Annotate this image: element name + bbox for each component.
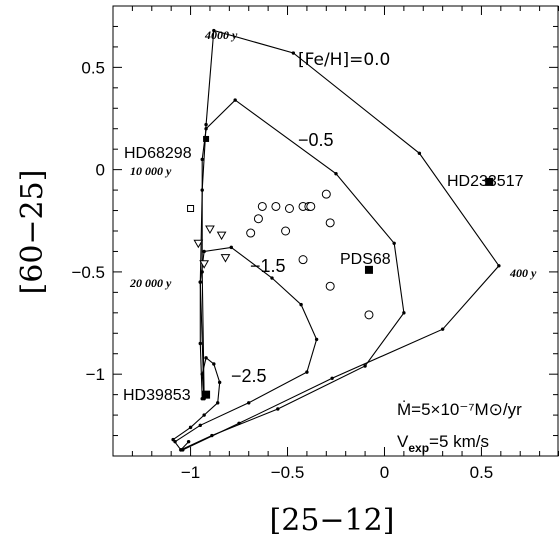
object-marker-pds68 (364, 265, 373, 274)
age-label-10000: 10 000 y (130, 164, 172, 178)
open-circle-marker (298, 255, 308, 265)
track-node (229, 245, 233, 250)
velocity-value: =5 km/s (429, 432, 489, 451)
track-node (233, 98, 237, 102)
track-line-0 (182, 29, 500, 451)
velocity-symbol: V (397, 432, 409, 451)
y-tick-label: −0.5 (71, 263, 105, 282)
velocity-annotation: Vexp=5 km/s (397, 432, 489, 455)
open-circle-marker (325, 281, 335, 291)
track-node (392, 241, 396, 245)
track-node (204, 122, 208, 127)
track-node (198, 280, 202, 284)
open-circle-marker (364, 310, 374, 320)
track-node (497, 264, 501, 268)
track-node (291, 51, 296, 55)
open-circle-marker (325, 218, 335, 228)
track-node (202, 413, 206, 417)
track-node (200, 372, 204, 376)
velocity-subscript: exp (408, 441, 429, 455)
object-marker-hd233517 (485, 177, 494, 186)
age-label-400: 400 y (509, 266, 537, 280)
track-node (270, 276, 274, 280)
track-node (247, 401, 251, 405)
open-circle-marker (271, 201, 281, 211)
track-node (212, 28, 216, 33)
track-node (217, 380, 222, 385)
open-triangle-marker (199, 260, 210, 269)
data-markers (187, 135, 494, 399)
track-node (204, 356, 208, 360)
track-node (402, 311, 406, 315)
plot-axes: −1 −0.5 0 0.5 −1 −0.5 0 0.5 (71, 5, 559, 482)
track-label-feh-0: [Fe/H]=0.0 (298, 50, 390, 70)
y-tick-label: −1 (86, 365, 105, 384)
track-line-2 (174, 246, 318, 443)
track-node (210, 433, 214, 438)
track-node (417, 151, 422, 155)
track-label-minus-0-5: −0.5 (298, 130, 334, 150)
track-label-minus-2-5: −2.5 (231, 366, 267, 386)
track-node (314, 337, 319, 342)
track-node (305, 370, 309, 374)
evolution-tracks (171, 28, 501, 452)
track-node (200, 157, 204, 162)
track-node (216, 401, 220, 405)
open-square-marker (187, 205, 195, 212)
open-circle-marker (257, 201, 267, 211)
track-node (276, 407, 280, 411)
track-node (334, 172, 338, 176)
track-node (179, 448, 183, 452)
age-label-4000: 4000 y (204, 28, 238, 42)
track-node (202, 249, 206, 254)
track-node (198, 423, 202, 428)
track-node (171, 437, 175, 442)
open-circle-marker (306, 201, 316, 211)
object-label-pds68: PDS68 (340, 251, 391, 268)
track-line-1 (180, 99, 405, 451)
mass-loss-annotation: Ṁ=5×10⁻⁷M⊙/yr (397, 400, 522, 419)
track-node (212, 362, 216, 366)
track-label-minus-1-5: −1.5 (250, 256, 286, 276)
x-tick-label: −0.5 (271, 463, 305, 482)
object-marker-hd68298 (203, 135, 210, 142)
track-node (299, 302, 303, 307)
open-circle-marker (321, 189, 331, 199)
track-node (186, 439, 191, 444)
open-triangle-marker (220, 254, 231, 263)
open-circle-marker (246, 228, 256, 238)
track-node (204, 127, 208, 131)
track-node (363, 364, 367, 368)
object-label-hd68298: HD68298 (124, 145, 192, 162)
y-tick-label: 0 (96, 161, 105, 180)
track-node (198, 341, 202, 346)
open-circle-marker (284, 204, 294, 213)
open-triangle-marker (205, 225, 215, 234)
open-circle-marker (281, 226, 291, 236)
track-node (440, 327, 445, 331)
open-triangle-marker (193, 239, 204, 249)
open-circle-marker (253, 214, 263, 224)
y-axis-title: [60−25] (15, 170, 50, 295)
object-marker-hd39853 (202, 390, 211, 399)
x-tick-label: 0 (380, 463, 389, 482)
track-node (188, 425, 193, 430)
open-triangle-marker (216, 231, 227, 241)
x-tick-label: 0.5 (470, 463, 494, 482)
y-tick-label: 0.5 (81, 58, 105, 77)
object-label-hd233517: HD233517 (447, 173, 524, 190)
x-tick-label: −1 (181, 463, 200, 482)
x-axis-title: [25−12] (270, 503, 395, 537)
object-label-hd39853: HD39853 (123, 387, 191, 404)
track-node (330, 376, 334, 380)
age-label-20000: 20 000 y (129, 276, 172, 290)
